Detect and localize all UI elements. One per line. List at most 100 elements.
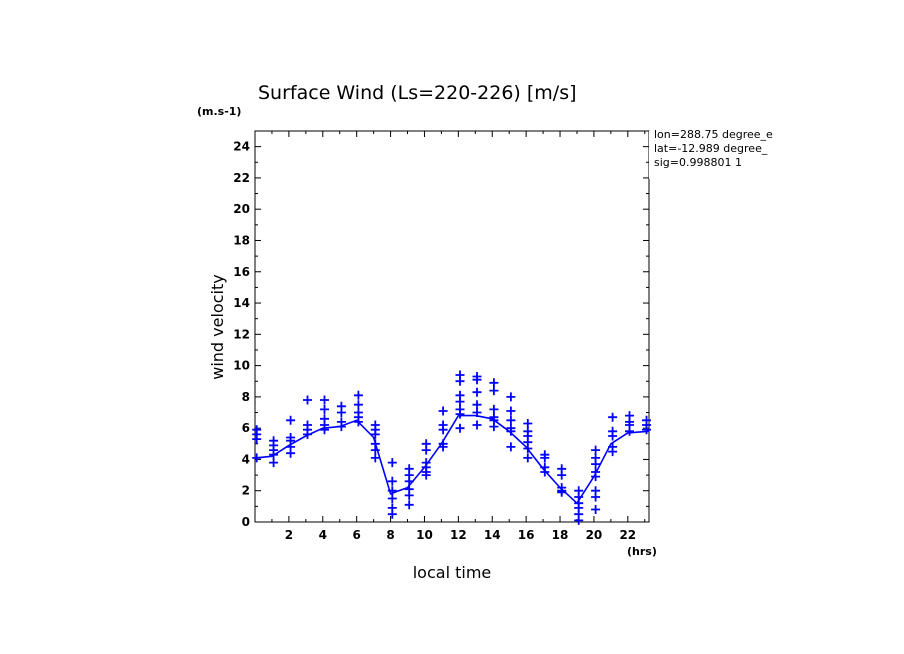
wind-sample-marker [269, 450, 279, 460]
wind-sample-marker [353, 400, 363, 410]
y-unit-label: (m.s-1) [197, 105, 241, 118]
wind-sample-marker [404, 476, 414, 486]
y-tick-label: 8 [242, 390, 250, 404]
wind-sample-marker [540, 453, 550, 463]
wind-sample-marker [269, 458, 279, 468]
wind-sample-marker [370, 429, 380, 439]
wind-sample-marker [540, 467, 550, 477]
wind-sample-marker [303, 429, 312, 439]
wind-sample-marker [370, 445, 380, 455]
wind-sample-marker [489, 422, 499, 432]
x-tick-label: 18 [552, 528, 569, 542]
wind-sample-marker [336, 422, 346, 432]
y-tick-label: 0 [242, 515, 250, 529]
wind-sample-marker [591, 445, 601, 455]
wind-sample-marker [252, 434, 262, 444]
wind-sample-marker [472, 387, 482, 397]
wind-sample-marker [421, 470, 431, 480]
x-tick-label: 16 [518, 528, 535, 542]
wind-sample-marker [489, 386, 499, 396]
wind-sample-marker [353, 390, 363, 400]
lon-annotation: lon=288.75 degree_e [654, 128, 773, 141]
wind-sample-marker [591, 505, 601, 514]
wind-sample-marker [336, 408, 346, 417]
y-tick-label: 20 [233, 202, 250, 216]
wind-sample-marker [523, 453, 533, 463]
y-tick-label: 2 [242, 484, 250, 498]
wind-sample-marker [608, 412, 618, 422]
wind-sample-marker [370, 453, 380, 463]
y-tick-label: 10 [233, 359, 250, 373]
wind-sample-marker [591, 459, 601, 469]
wind-sample-marker [286, 415, 296, 425]
y-tick-label: 14 [233, 296, 250, 310]
wind-sample-marker [489, 404, 499, 414]
wind-sample-marker [387, 458, 397, 468]
x-tick-label: 22 [619, 528, 636, 542]
wind-sample-marker [387, 494, 397, 503]
y-tick-label: 24 [233, 140, 250, 154]
sig-annotation: sig=0.998801 1 [654, 156, 742, 169]
lat-annotation: lat=-12.989 degree_ [654, 142, 768, 155]
wind-sample-marker [472, 408, 482, 417]
wind-sample-marker [320, 404, 329, 414]
chart-title: Surface Wind (Ls=220-226) [m/s] [258, 82, 577, 104]
wind-sample-marker [320, 425, 329, 435]
x-tick-label: 8 [386, 528, 394, 542]
wind-sample-marker [438, 442, 448, 452]
wind-sample-marker [455, 409, 465, 419]
x-axis-label: local time [413, 563, 492, 582]
y-tick-label: 16 [233, 265, 250, 279]
x-tick-label: 14 [484, 528, 501, 542]
wind-sample-marker [421, 445, 431, 455]
wind-sample-marker [404, 500, 414, 510]
wind-sample-marker [320, 395, 329, 405]
wind-sample-marker [404, 490, 414, 500]
wind-sample-marker [387, 476, 397, 486]
y-tick-label: 12 [233, 327, 250, 341]
x-tick-label: 20 [586, 528, 603, 542]
wind-sample-marker [472, 375, 482, 385]
wind-sample-marker [574, 515, 584, 525]
wind-sample-marker [523, 419, 533, 428]
x-tick-label: 6 [352, 528, 360, 542]
wind-sample-marker [642, 425, 651, 435]
wind-sample-marker [472, 420, 482, 430]
wind-sample-marker [252, 453, 262, 463]
wind-sample-marker [455, 376, 465, 386]
wind-sample-marker [472, 400, 482, 410]
plot-frame [254, 130, 650, 523]
wind-sample-marker [506, 406, 516, 416]
x-tick-label: 2 [285, 528, 293, 542]
x-tick-label: 4 [319, 528, 327, 542]
data-series [252, 370, 651, 525]
wind-sample-marker [387, 486, 397, 496]
wind-sample-marker [506, 442, 516, 452]
wind-sample-marker [455, 397, 465, 407]
wind-sample-marker [523, 444, 533, 453]
y-axis-label: wind velocity [208, 274, 227, 379]
wind-sample-marker [286, 448, 296, 458]
wind-sample-marker [557, 470, 567, 480]
y-tick-label: 6 [242, 421, 250, 435]
x-unit-label: (hrs) [627, 545, 657, 558]
wind-sample-marker [625, 426, 634, 436]
x-tick-label: 10 [416, 528, 433, 542]
mean-wind-line [254, 414, 650, 505]
wind-sample-marker [608, 447, 618, 457]
wind-sample-marker [489, 378, 499, 388]
annotation-clip [649, 131, 784, 179]
x-tick-label: 12 [450, 528, 467, 542]
wind-sample-marker [506, 415, 516, 425]
wind-sample-marker [608, 431, 618, 441]
wind-sample-marker [303, 395, 312, 405]
wind-sample-marker [506, 392, 516, 402]
y-tick-label: 18 [233, 233, 250, 247]
info-annotations: lon=288.75 degree_e lat=-12.989 degree_ … [654, 128, 773, 169]
y-tick-label: 22 [233, 171, 250, 185]
wind-sample-marker [438, 406, 448, 416]
wind-sample-marker [591, 492, 601, 502]
wind-sample-marker [591, 472, 601, 482]
wind-sample-marker [387, 509, 397, 519]
